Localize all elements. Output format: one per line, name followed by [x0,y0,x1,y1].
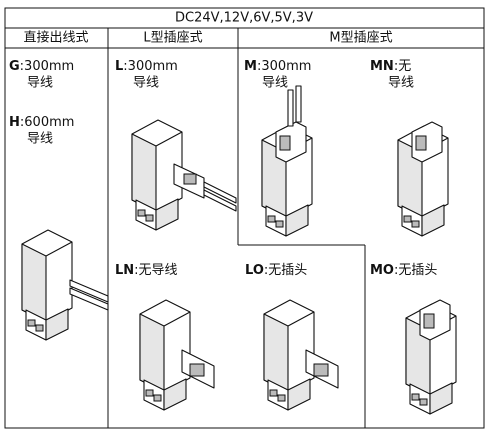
item-note: 导线 [262,76,288,91]
item-code: LN [115,263,134,278]
item-spec: :300mm [123,59,178,74]
column-header: M型插座式 [329,31,392,46]
item-label: LN:无导线 [115,263,178,278]
item-code: M [244,59,257,74]
item-label: MO:无插头 [370,263,437,278]
item-label: M:300mm [244,59,311,74]
item-label: H:600mm [9,115,74,130]
item-spec: :300mm [257,59,312,74]
item-note: 导线 [388,76,414,91]
item-label: L:300mm [115,59,178,74]
column-header: L型插座式 [143,31,202,46]
item-code: LO [245,263,264,278]
item-label: LO:无插头 [245,263,307,278]
voltage: DC24V,12V,6V,5V,3V [175,11,313,26]
item-code: H [9,115,20,130]
item-spec: :无 [394,59,411,74]
illustrations [21,85,457,415]
column-header: 直接出线式 [23,30,88,46]
item-label: MN:无 [370,59,411,74]
item-label: G:300mm [9,59,74,74]
item-spec: :600mm [20,115,75,130]
item-note: 导线 [27,76,53,91]
item-code: MO [370,263,394,278]
item-note: 导线 [133,76,159,91]
item-code: L [115,59,123,74]
item-spec: :无插头 [394,263,437,278]
item-code: MN [370,59,394,74]
items: G:300mm导线H:600mm导线L:300mm导线M:300mm导线MN:无… [9,59,437,278]
item-spec: :无导线 [134,263,177,278]
item-spec: :300mm [20,59,75,74]
item-code: G [9,59,20,74]
table [4,7,485,429]
item-note: 导线 [27,132,53,147]
item-spec: :无插头 [264,263,307,278]
